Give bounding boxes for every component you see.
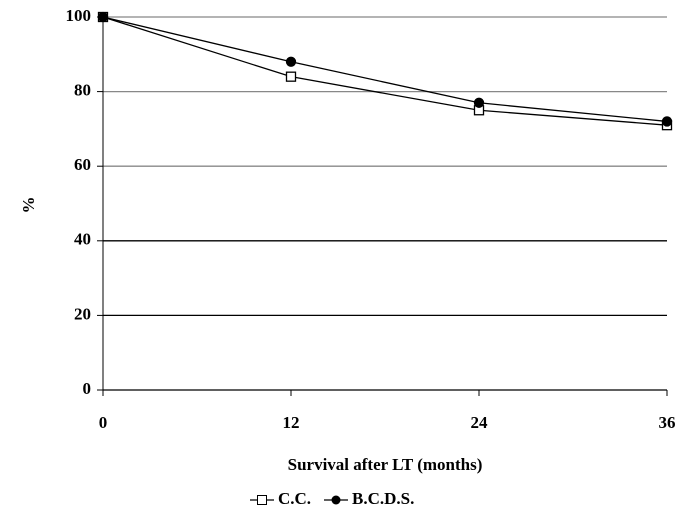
marker [661,116,673,127]
legend-label: B.C.D.S. [352,489,414,508]
y-tick-label: 20 [74,304,91,323]
x-tick-label: 12 [283,413,300,432]
marker [285,56,297,67]
y-axis-label: % [19,197,38,214]
y-tick-label: 0 [83,379,92,398]
marker [473,97,485,108]
x-tick-label: 24 [471,413,489,432]
series-line [102,16,668,126]
y-tick-label: 80 [74,81,91,100]
legend-marker [331,495,341,505]
y-tick-label: 40 [74,230,91,249]
series-line [102,16,668,123]
y-tick-label: 100 [66,6,92,25]
legend-label: C.C. [278,489,311,508]
marker [97,11,109,23]
x-tick-label: 0 [99,413,108,432]
x-tick-label: 36 [659,413,676,432]
y-tick-label: 60 [74,155,91,174]
marker [285,71,297,82]
x-axis-label: Survival after LT (months) [288,455,483,474]
legend-marker [257,495,267,505]
